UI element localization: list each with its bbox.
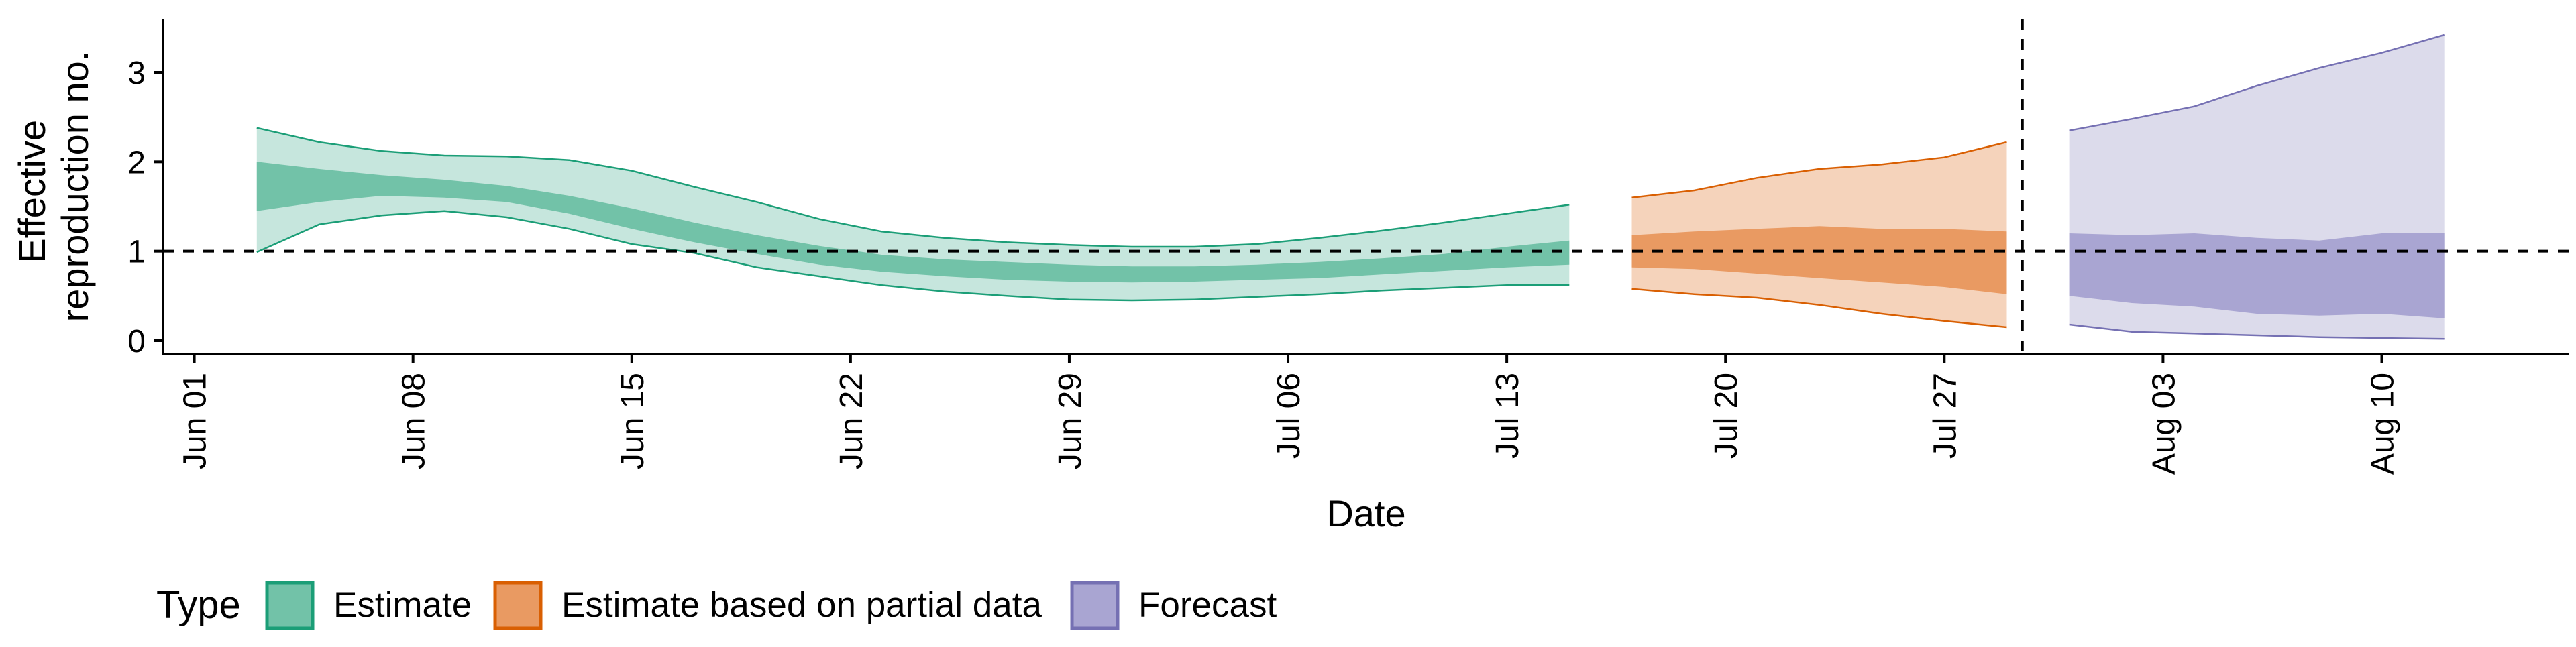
- y-tick-label-1: 1: [127, 235, 146, 270]
- legend-title: Type: [156, 583, 241, 627]
- y-axis-title: Effective reproduction no.: [11, 51, 96, 322]
- x-tick-label-0: Jun 01: [178, 373, 213, 469]
- band-50-series-0: [256, 162, 1570, 283]
- x-tick-label-9: Aug 03: [2146, 373, 2182, 475]
- series-0: [256, 127, 1570, 302]
- legend-key-series-1: [493, 581, 543, 630]
- legend-key-series-0: [265, 581, 315, 630]
- band-50-series-1: [1631, 226, 2007, 294]
- x-tick-label-6: Jul 13: [1490, 373, 1525, 459]
- band-90-series-0: [256, 127, 1570, 300]
- series-2: [2069, 34, 2445, 340]
- x-axis-title: Date: [1326, 492, 1405, 534]
- y-tick-label-0: 0: [127, 324, 146, 359]
- legend-label-series-1: Estimate based on partial data: [561, 585, 1042, 625]
- legend: Type Estimate Estimate based on partial d…: [156, 581, 1277, 630]
- x-tick-label-4: Jun 29: [1053, 373, 1088, 469]
- y-tick-label-2: 2: [127, 145, 146, 180]
- band-50-series-2: [2069, 233, 2445, 318]
- legend-label-series-2: Forecast: [1138, 585, 1277, 625]
- lower-edge-series-2: [2069, 323, 2445, 340]
- y-tick-label-3: 3: [127, 56, 146, 91]
- upper-edge-series-1: [1631, 141, 2007, 198]
- x-tick-label-1: Jun 08: [396, 373, 432, 469]
- upper-edge-series-2: [2069, 34, 2445, 131]
- bands-layer: [256, 34, 2445, 340]
- x-tick-label-2: Jun 15: [615, 373, 651, 469]
- legend-key-series-2: [1070, 581, 1120, 630]
- x-tick-label-10: Aug 10: [2365, 373, 2400, 475]
- x-tick-label-5: Jul 06: [1271, 373, 1307, 459]
- lower-edge-series-1: [1631, 288, 2007, 329]
- axes-layer: 0 1 2 3 Jun 01 Jun 08 Jun 15 Jun 22 Jun 29 Jul 06…: [127, 19, 2569, 475]
- lower-edge-series-0: [256, 210, 1570, 302]
- reference-lines: [163, 19, 2569, 354]
- upper-edge-series-0: [256, 127, 1570, 248]
- legend-label-series-0: Estimate: [333, 585, 472, 625]
- y-axis-title-line-2: reproduction no.: [54, 51, 96, 322]
- x-tick-label-3: Jun 22: [834, 373, 869, 469]
- x-tick-label-8: Jul 27: [1927, 373, 1963, 459]
- y-axis-title-line-1: Effective: [11, 120, 53, 263]
- series-1: [1631, 141, 2007, 329]
- x-tick-label-7: Jul 20: [1709, 373, 1744, 459]
